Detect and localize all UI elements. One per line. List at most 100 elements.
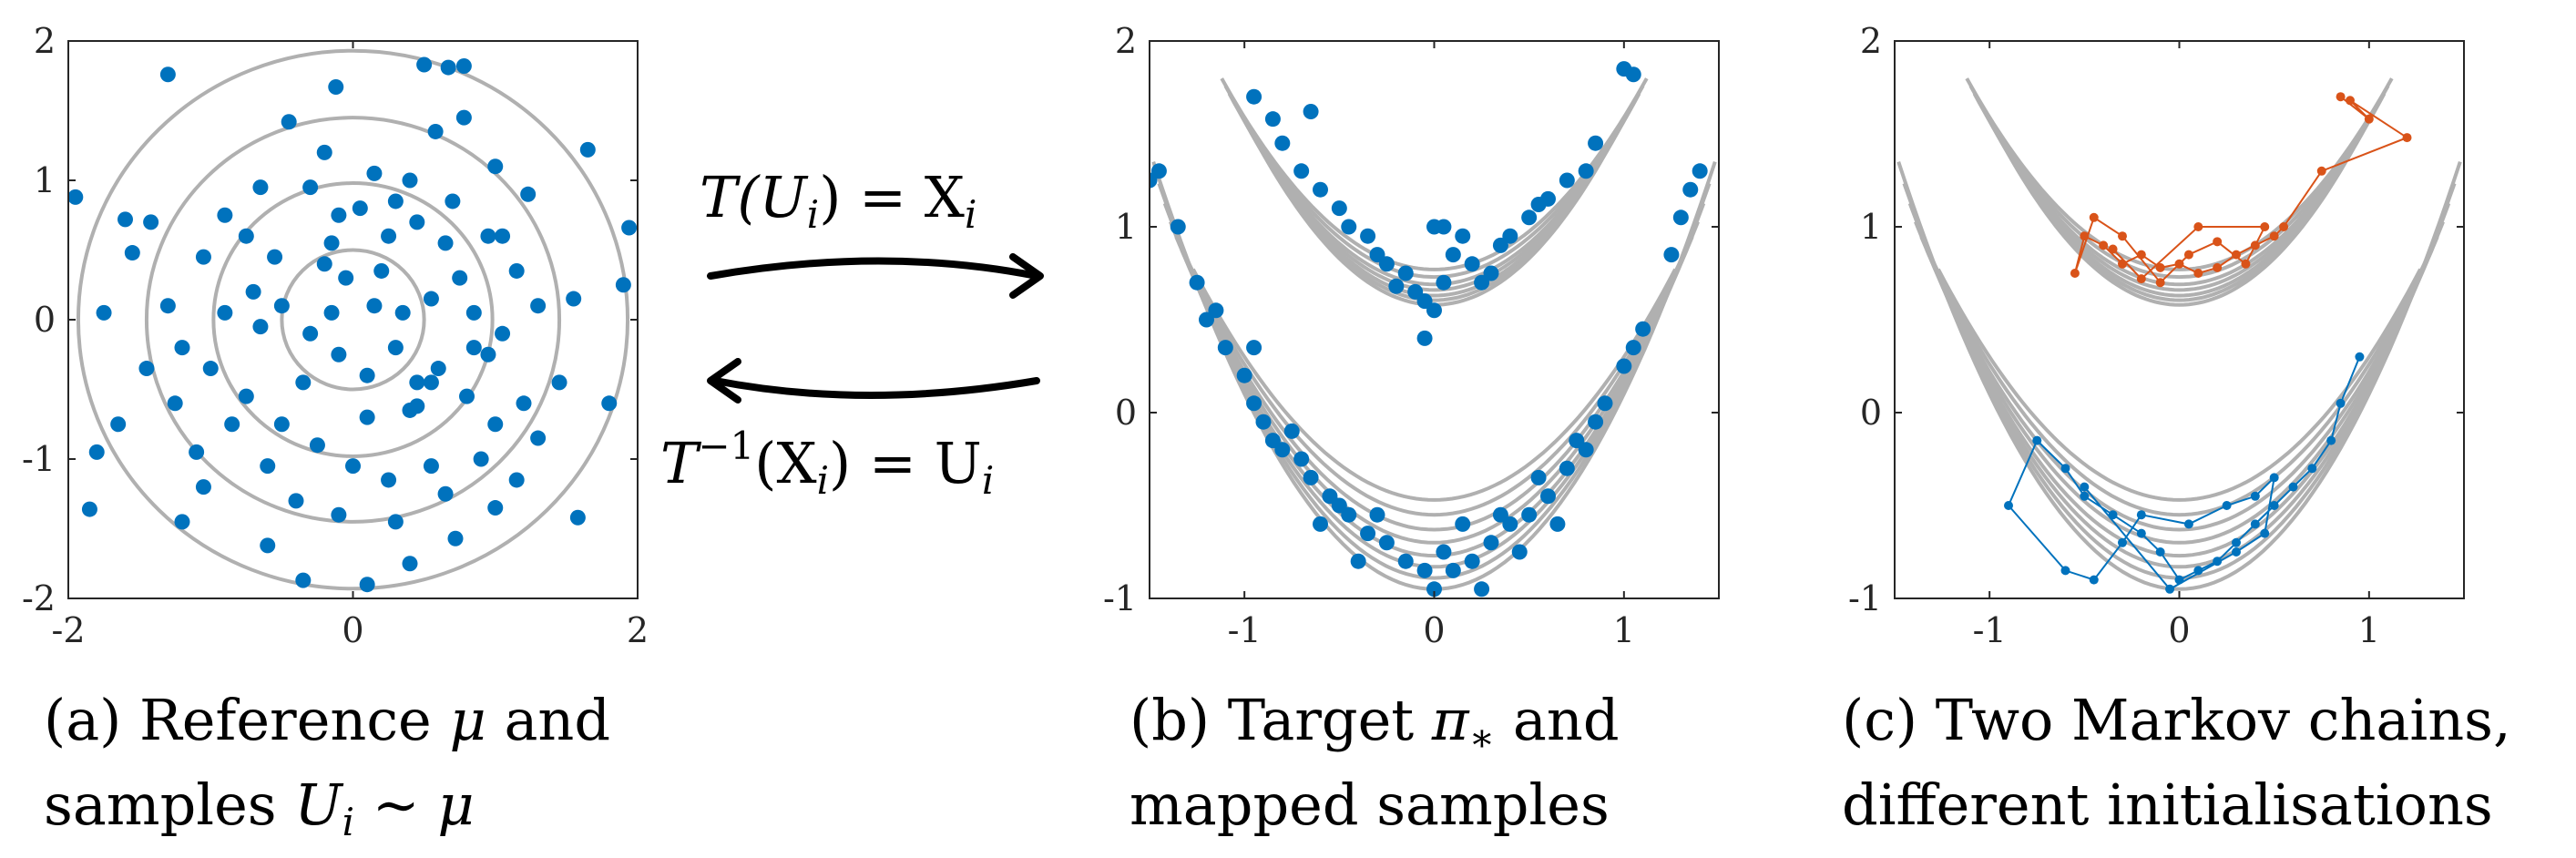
mapped-sample-point: [1189, 274, 1205, 291]
sample-point: [159, 298, 176, 314]
chains-c: [2004, 92, 2412, 594]
mapped-sample-point: [1236, 367, 1252, 383]
mapped-sample-point: [1455, 516, 1471, 532]
sample-point: [409, 398, 425, 414]
sample-point: [402, 556, 418, 572]
chain-state-orange: [2183, 250, 2193, 260]
mapped-sample-point: [1255, 414, 1272, 430]
mapped-sample-point: [1360, 228, 1376, 244]
x-tick-label: 0: [1423, 610, 1445, 650]
mapped-sample-point: [1397, 553, 1414, 569]
sample-point: [455, 58, 472, 75]
chain-state-orange: [2193, 269, 2203, 278]
contour-line: [1925, 249, 2434, 532]
sample-point: [437, 485, 454, 502]
mapped-sample-point: [1474, 274, 1490, 291]
sample-point: [338, 270, 354, 286]
chain-state-blue: [2269, 501, 2279, 510]
mapped-sample-point: [1455, 228, 1471, 244]
contour-circle: [211, 181, 495, 458]
chain-state-blue: [2155, 547, 2165, 557]
mapped-sample-point: [1264, 111, 1281, 128]
mapped-sample-point: [1416, 293, 1433, 310]
frame-a: [67, 40, 639, 599]
mapped-sample-point: [1246, 395, 1262, 412]
mapped-sample-point: [1426, 581, 1442, 598]
mapped-sample-point: [1378, 256, 1395, 272]
sample-point: [480, 228, 496, 244]
chain-state-blue: [2060, 566, 2070, 576]
x-tick-label: -1: [1228, 610, 1262, 650]
sample-point: [359, 367, 375, 383]
ticks-b: -1 0 1 2 1 0 -1: [1103, 21, 1719, 650]
mapped-sample-point: [1436, 219, 1452, 235]
ticks-c: -1 0 1 2 1 0 -1: [1848, 21, 2464, 650]
sample-point: [402, 172, 418, 189]
contour-line: [1220, 77, 1649, 271]
sample-point: [281, 114, 297, 130]
sample-point: [252, 179, 269, 196]
caption-c-line1: (c) Two Markov chains,: [1842, 687, 2511, 753]
mapped-sample-point: [1416, 330, 1433, 346]
mapped-sample-point: [1625, 340, 1641, 356]
mapped-sample-point: [1483, 535, 1499, 551]
sample-point: [316, 256, 332, 272]
sample-point: [359, 409, 375, 425]
chain-state-orange: [2316, 166, 2326, 176]
sample-point: [394, 304, 411, 321]
chain-state-orange: [2232, 250, 2241, 260]
chain-state-blue: [2213, 557, 2223, 567]
mapped-sample-point: [1199, 312, 1214, 328]
sample-point: [359, 577, 375, 593]
chain-state-blue: [2307, 464, 2317, 474]
mapped-sample-point: [1578, 442, 1594, 458]
sample-point: [452, 270, 468, 286]
sample-point: [487, 416, 504, 433]
chain-state-blue: [2118, 537, 2127, 547]
chain-state-blue: [2183, 519, 2193, 529]
sample-point: [516, 395, 532, 412]
chain-state-orange: [2279, 222, 2289, 231]
mapped-sample-point: [1483, 265, 1499, 281]
caption-b-line1: (b) Target π∗ and: [1130, 687, 1620, 760]
mapped-sample-point: [1426, 302, 1442, 319]
sample-point: [302, 179, 319, 196]
caption-a-line1: (a) Reference μ and: [44, 687, 610, 753]
mapped-sample-point: [1436, 274, 1452, 291]
mapped-sample-point: [1274, 135, 1291, 151]
chain-state-orange: [2364, 114, 2374, 124]
chain-state-orange: [2250, 240, 2260, 250]
sample-point: [430, 361, 446, 377]
sample-point: [437, 235, 454, 251]
mapped-sample-point: [1397, 265, 1414, 281]
chain-state-orange: [2080, 231, 2090, 241]
mapped-sample-point: [1322, 488, 1338, 505]
mapped-sample-point: [1521, 506, 1538, 523]
mapped-sample-point: [1378, 535, 1395, 551]
mapped-sample-point: [1616, 358, 1632, 374]
sample-point: [195, 479, 211, 495]
contour-circle: [76, 48, 630, 591]
sample-point: [487, 158, 504, 175]
sample-point: [445, 193, 461, 209]
sample-point: [423, 291, 439, 307]
sample-point: [118, 211, 133, 228]
chain-state-blue: [2174, 575, 2184, 585]
sample-point: [465, 304, 482, 321]
sample-point: [530, 298, 547, 314]
chain-state-blue: [2260, 528, 2270, 538]
mapped-sample-point: [1293, 451, 1310, 467]
x-tick-label: 2: [627, 610, 649, 650]
contours-a: [76, 48, 630, 591]
chain-state-orange: [2213, 237, 2223, 247]
chain-state-orange: [2155, 262, 2165, 272]
mapped-sample-point: [1635, 321, 1651, 337]
sample-point: [202, 361, 219, 377]
mapped-sample-point: [1559, 460, 1575, 476]
chain-state-orange: [2118, 231, 2127, 241]
mapped-sample-point: [1283, 423, 1300, 439]
y-tick-label: 0: [1115, 393, 1137, 433]
sample-point: [309, 437, 325, 454]
mapped-sample-point: [1150, 163, 1167, 179]
chain-state-blue: [2250, 491, 2260, 501]
